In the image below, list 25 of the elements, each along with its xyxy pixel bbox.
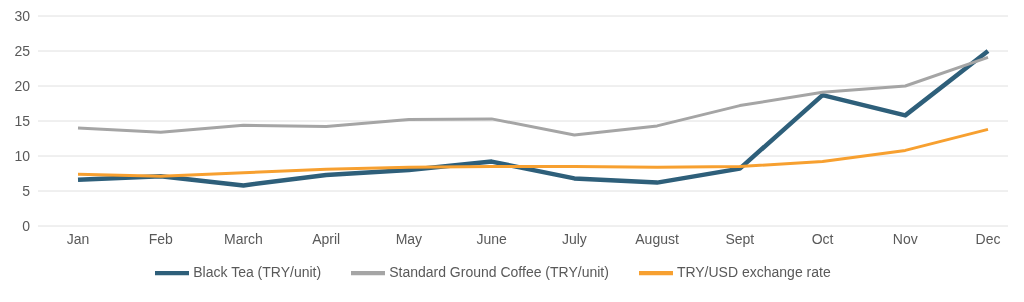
x-tick-label: Dec: [975, 230, 1001, 247]
legend-label: TRY/USD exchange rate: [676, 263, 831, 280]
line-series: [76, 55, 990, 137]
x-tick-label: Feb: [148, 230, 173, 247]
legend-label: Black Tea (TRY/unit): [193, 263, 322, 280]
line-series: [75, 48, 991, 188]
line-series: [76, 127, 990, 178]
x-tick-label: March: [224, 230, 263, 247]
x-tick-label: Sept: [725, 230, 755, 247]
y-tick-label: 20: [14, 77, 31, 94]
x-tick-label: Jan: [66, 230, 90, 247]
y-tick-label: 0: [22, 217, 31, 234]
y-tick-label: 25: [14, 42, 31, 59]
x-tick-label: Nov: [892, 230, 918, 247]
y-tick-label: 5: [22, 182, 31, 199]
x-tick-label: July: [561, 230, 587, 247]
y-tick-label: 15: [14, 112, 31, 129]
y-tick-label: 10: [14, 147, 31, 164]
legend-label: Standard Ground Coffee (TRY/unit): [389, 263, 609, 280]
x-tick-label: April: [312, 230, 341, 247]
x-tick-label: June: [476, 230, 508, 247]
y-tick-label: 30: [14, 7, 31, 24]
x-tick-label: May: [395, 230, 423, 247]
x-tick-label: Oct: [811, 230, 834, 247]
x-tick-label: August: [635, 230, 679, 247]
